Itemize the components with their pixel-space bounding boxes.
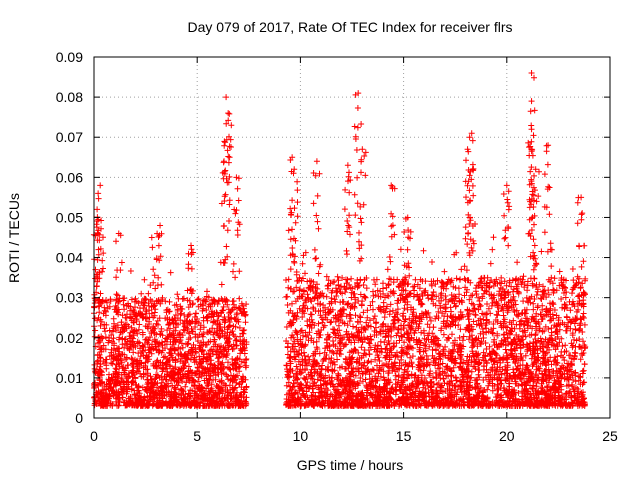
roti-peak-point xyxy=(388,182,395,189)
roti-peak-point xyxy=(528,70,535,77)
roti-peak-point xyxy=(532,166,539,173)
roti-peak-point xyxy=(221,158,228,165)
y-tick-label: 0.01 xyxy=(56,370,83,386)
x-tick-label: 15 xyxy=(396,428,412,444)
y-tick-label: 0.04 xyxy=(56,250,83,266)
roti-peak-point xyxy=(225,110,232,117)
chart-title: Day 079 of 2017, Rate Of TEC Index for r… xyxy=(187,19,512,35)
roti-peak-point xyxy=(115,230,122,237)
y-tick-label: 0.05 xyxy=(56,209,83,225)
roti-peak-point xyxy=(404,214,411,221)
y-tick-label: 0.09 xyxy=(56,49,83,65)
roti-peak-point xyxy=(94,206,101,213)
roti-peak-point xyxy=(97,182,104,189)
roti-peak-point xyxy=(291,166,298,173)
x-axis-label: GPS time / hours xyxy=(297,457,404,473)
roti-peak-point xyxy=(157,222,164,229)
y-tick-label: 0 xyxy=(75,410,83,426)
plot-frame xyxy=(93,56,611,419)
y-tick-label: 0.02 xyxy=(56,330,83,346)
y-tick-label: 0.08 xyxy=(56,89,83,105)
roti-peak-point xyxy=(188,242,195,249)
roti-peak-point xyxy=(355,90,362,97)
y-tick-label: 0.06 xyxy=(56,169,83,185)
roti-peak-point xyxy=(464,146,471,153)
roti-peak-point xyxy=(344,162,351,169)
roti-point-cloud xyxy=(90,74,589,409)
roti-peak-point xyxy=(528,98,535,105)
roti-peak-point xyxy=(466,134,473,141)
x-tick-label: 25 xyxy=(602,428,618,444)
x-tick-label: 20 xyxy=(499,428,515,444)
y-tick-label: 0.03 xyxy=(56,290,83,306)
roti-peak-point xyxy=(223,94,230,101)
x-axis-ticks: 0 5 10 15 20 25 xyxy=(90,57,618,444)
x-tick-label: 5 xyxy=(193,428,201,444)
roti-peak-point xyxy=(233,174,240,181)
y-tick-label: 0.07 xyxy=(56,129,83,145)
roti-peak-point xyxy=(359,146,366,153)
x-tick-label: 0 xyxy=(90,428,98,444)
roti-peak-point xyxy=(528,126,535,133)
roti-peak-point xyxy=(313,158,320,165)
roti-peak-point xyxy=(545,142,552,149)
y-axis-ticks: 0 0.01 0.02 0.03 0.04 0.05 0.06 0.07 0.08 0.09 xyxy=(56,49,610,426)
roti-peak-point xyxy=(289,154,296,161)
axes-frame xyxy=(93,56,611,419)
roti-peak-point xyxy=(148,234,155,241)
data-points xyxy=(90,70,589,409)
y-axis-label: ROTI / TECUs xyxy=(6,193,22,283)
x-tick-label: 10 xyxy=(293,428,309,444)
roti-peak-point xyxy=(468,130,475,137)
roti-peak-point xyxy=(578,194,585,201)
roti-peak-point xyxy=(503,182,510,189)
roti-peak-point xyxy=(95,190,102,197)
